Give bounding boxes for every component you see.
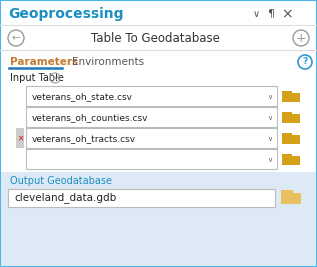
FancyBboxPatch shape (282, 156, 300, 165)
Text: veterans_oh_tracts.csv: veterans_oh_tracts.csv (32, 134, 136, 143)
FancyBboxPatch shape (282, 133, 292, 136)
Text: Geoprocessing: Geoprocessing (8, 7, 124, 21)
Text: Output Geodatabase: Output Geodatabase (10, 176, 112, 186)
FancyBboxPatch shape (282, 135, 300, 144)
FancyBboxPatch shape (26, 107, 277, 127)
FancyBboxPatch shape (26, 149, 277, 169)
FancyBboxPatch shape (282, 154, 292, 157)
Text: cleveland_data.gdb: cleveland_data.gdb (14, 193, 116, 203)
Text: veterans_oh_counties.csv: veterans_oh_counties.csv (32, 113, 148, 122)
Text: ×: × (281, 7, 293, 21)
Text: ✕: ✕ (17, 134, 23, 143)
Text: Input Table: Input Table (10, 73, 64, 83)
Text: ?: ? (302, 57, 307, 66)
Text: veterans_oh_state.csv: veterans_oh_state.csv (32, 92, 133, 101)
Text: ∨: ∨ (53, 76, 57, 81)
Text: Parameters: Parameters (10, 57, 78, 67)
Text: ¶: ¶ (268, 8, 275, 18)
FancyBboxPatch shape (26, 128, 277, 148)
Text: Table To Geodatabase: Table To Geodatabase (91, 32, 219, 45)
FancyBboxPatch shape (282, 112, 292, 115)
FancyBboxPatch shape (281, 193, 301, 204)
Text: ∨: ∨ (252, 9, 260, 19)
Text: ∨: ∨ (268, 157, 273, 163)
FancyBboxPatch shape (16, 128, 24, 148)
Text: ←: ← (12, 33, 20, 43)
FancyBboxPatch shape (281, 190, 293, 194)
FancyBboxPatch shape (26, 86, 277, 106)
Text: Environments: Environments (72, 57, 144, 67)
FancyBboxPatch shape (282, 114, 300, 123)
Text: +: + (296, 32, 306, 45)
FancyBboxPatch shape (282, 91, 292, 94)
FancyBboxPatch shape (1, 172, 316, 266)
FancyBboxPatch shape (8, 189, 275, 207)
Text: ∨: ∨ (268, 94, 273, 100)
Text: ∨: ∨ (268, 136, 273, 142)
Text: ∨: ∨ (268, 115, 273, 121)
FancyBboxPatch shape (282, 93, 300, 102)
